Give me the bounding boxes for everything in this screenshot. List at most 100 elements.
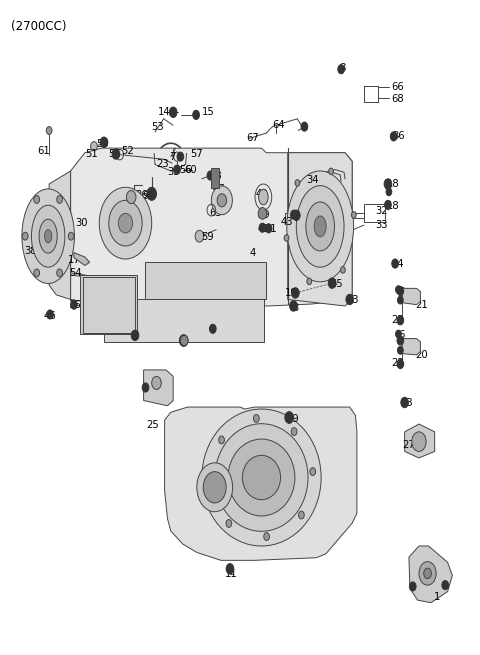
Ellipse shape — [228, 439, 295, 516]
Circle shape — [340, 267, 345, 273]
Text: 5: 5 — [211, 324, 217, 335]
Circle shape — [346, 294, 354, 305]
Ellipse shape — [242, 455, 281, 500]
Text: 33: 33 — [375, 220, 387, 230]
Text: 35: 35 — [168, 167, 180, 178]
Text: 22: 22 — [391, 314, 404, 325]
Text: 66: 66 — [391, 82, 404, 92]
Polygon shape — [165, 407, 357, 560]
Text: 64: 64 — [272, 121, 285, 130]
Text: 29: 29 — [287, 414, 300, 424]
Text: 41: 41 — [264, 224, 277, 234]
Text: 11: 11 — [225, 569, 238, 579]
Circle shape — [169, 107, 177, 117]
Text: 43: 43 — [281, 217, 293, 227]
Polygon shape — [104, 299, 264, 342]
Text: 55: 55 — [108, 149, 121, 159]
Circle shape — [392, 259, 398, 268]
Ellipse shape — [118, 214, 132, 233]
Circle shape — [180, 335, 188, 346]
Text: 26: 26 — [135, 190, 147, 200]
Circle shape — [71, 300, 77, 309]
Text: 57: 57 — [190, 149, 203, 159]
Ellipse shape — [109, 200, 142, 246]
Text: (2700CC): (2700CC) — [11, 20, 66, 33]
Circle shape — [295, 179, 300, 186]
Circle shape — [307, 278, 312, 285]
Polygon shape — [288, 153, 352, 306]
Circle shape — [195, 231, 204, 242]
Circle shape — [284, 234, 289, 241]
Text: 37: 37 — [219, 196, 232, 206]
Ellipse shape — [314, 216, 326, 237]
Ellipse shape — [287, 171, 354, 282]
Circle shape — [397, 316, 404, 325]
Text: 59: 59 — [201, 232, 214, 242]
Circle shape — [310, 468, 316, 476]
Text: 2: 2 — [150, 383, 156, 392]
Circle shape — [219, 436, 225, 444]
Circle shape — [396, 286, 401, 293]
Text: 17: 17 — [68, 255, 80, 265]
Bar — [211, 168, 219, 188]
Circle shape — [47, 310, 53, 319]
Bar — [364, 204, 385, 222]
Circle shape — [419, 561, 436, 585]
Text: 16: 16 — [69, 301, 81, 310]
Circle shape — [384, 179, 392, 189]
Text: 60: 60 — [184, 164, 197, 175]
Text: 15: 15 — [202, 107, 215, 117]
Text: 32: 32 — [375, 206, 387, 215]
Circle shape — [338, 65, 345, 74]
Circle shape — [100, 137, 108, 147]
Ellipse shape — [259, 189, 268, 205]
Circle shape — [174, 165, 180, 174]
Circle shape — [292, 210, 300, 221]
Circle shape — [397, 296, 403, 304]
Circle shape — [289, 301, 297, 311]
Text: 23: 23 — [156, 159, 168, 170]
Circle shape — [290, 210, 297, 219]
Circle shape — [177, 152, 184, 161]
Ellipse shape — [22, 189, 74, 284]
Text: 39: 39 — [257, 210, 270, 219]
Circle shape — [409, 582, 416, 591]
Text: 45: 45 — [331, 280, 343, 290]
Circle shape — [328, 278, 336, 288]
Circle shape — [207, 479, 213, 487]
Text: 62: 62 — [123, 194, 136, 204]
Text: 1: 1 — [433, 592, 440, 602]
Circle shape — [351, 212, 356, 218]
Text: 18: 18 — [387, 201, 400, 211]
Circle shape — [264, 533, 269, 540]
Text: 19: 19 — [285, 288, 298, 298]
Circle shape — [259, 223, 266, 233]
Text: 21: 21 — [416, 300, 428, 310]
Polygon shape — [402, 339, 420, 355]
Circle shape — [258, 208, 267, 219]
Circle shape — [126, 191, 136, 204]
Text: 30: 30 — [75, 218, 88, 228]
Text: 46: 46 — [44, 311, 56, 322]
Circle shape — [397, 360, 404, 369]
Text: 44: 44 — [392, 259, 404, 269]
Text: 9: 9 — [143, 191, 149, 200]
Text: 69: 69 — [130, 331, 143, 341]
Text: 47: 47 — [212, 184, 225, 195]
Circle shape — [207, 171, 214, 180]
Circle shape — [397, 336, 404, 345]
Circle shape — [91, 141, 97, 151]
Text: 36: 36 — [393, 132, 405, 141]
Circle shape — [34, 269, 39, 277]
Text: 8: 8 — [339, 63, 346, 73]
Polygon shape — [74, 252, 90, 265]
Polygon shape — [409, 546, 452, 603]
Ellipse shape — [32, 205, 65, 267]
Circle shape — [23, 233, 28, 240]
Text: 49: 49 — [258, 224, 271, 234]
Circle shape — [265, 224, 272, 233]
Text: 33: 33 — [347, 295, 359, 305]
Circle shape — [412, 432, 426, 451]
Text: 20: 20 — [416, 350, 428, 360]
Circle shape — [329, 168, 334, 175]
